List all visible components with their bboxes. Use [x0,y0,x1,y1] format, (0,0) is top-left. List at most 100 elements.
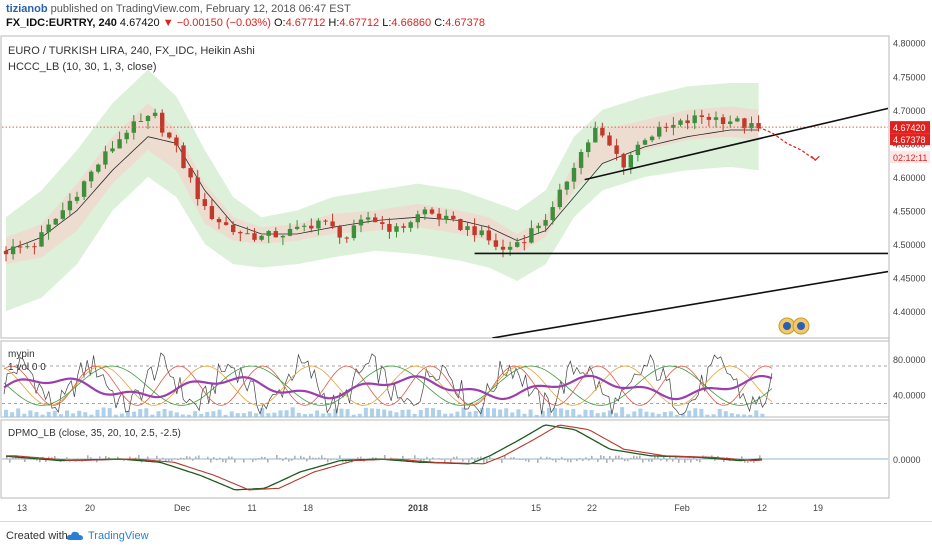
volume-bar [419,410,423,417]
dpmo-histogram-bar [162,458,164,459]
volume-bar [108,408,112,417]
volume-bar [736,414,740,417]
dpmo-histogram-bar [672,459,674,462]
volume-bar [529,410,533,417]
dpmo-histogram-bar [315,458,317,459]
volume-bar [346,409,350,417]
chart-header: tizianob published on TradingView.com, F… [0,0,932,32]
volume-bar [663,412,667,417]
cloud-icon [66,531,84,541]
dpmo-histogram-bar [87,455,89,459]
created-with-text: Created with [6,530,68,542]
volume-bar [645,412,649,417]
dpmo-histogram-bar [441,459,443,460]
dpmo-histogram-bar [429,459,431,461]
volume-bar [712,414,716,417]
dpmo-histogram-bar [138,455,140,459]
dpmo-histogram-bar [309,456,311,459]
price-badge: 02:12:11 [890,151,930,163]
volume-bar [10,412,14,417]
volume-bar [163,409,167,417]
volume-bar [571,409,575,417]
volume-bar [120,414,124,417]
low-value: 4.66860 [391,17,431,29]
dpmo-histogram-bar [552,459,554,460]
volume-bar [41,415,45,417]
dpmo-histogram-bar [690,459,692,463]
dpmo-histogram-bar [204,459,206,460]
price-tick: 4.45000 [893,274,926,284]
dpmo-histogram-bar [684,459,686,463]
volume-bar [327,413,331,417]
volume-bar [492,408,496,417]
volume-bar [449,414,453,417]
dpmo-histogram-bar [282,459,284,461]
dpmo-histogram-bar [630,458,632,459]
dpmo-histogram-bar [228,456,230,459]
last-price: 4.67420 [120,17,160,29]
volume-bar [47,412,51,417]
candle [458,219,462,231]
dpmo-histogram-bar [297,458,299,459]
price-tick: 4.50000 [893,240,926,250]
dpmo-histogram-bar [423,459,425,461]
volume-bar [693,408,697,417]
tradingview-link[interactable]: TradingView [88,530,149,542]
volume-bar [577,415,581,417]
dpmo-histogram-bar [234,459,236,463]
dpmo-histogram-bar [585,457,587,459]
dpmo-histogram-bar [321,455,323,459]
dpmo-histogram-bar [561,457,563,459]
volume-bar [486,408,490,417]
close-value: 4.67378 [445,17,485,29]
dpmo-histogram-bar [357,457,359,459]
volume-bar [516,409,520,417]
volume-bar [760,414,764,417]
dpmo-histogram-bar [603,456,605,459]
volume-bar [248,411,252,417]
dpmo-histogram-bar [219,458,221,459]
dpmo-histogram-bar [564,459,566,460]
dpmo-histogram-bar [147,457,149,459]
volume-bar [272,413,276,417]
open-value: 4.67712 [286,17,326,29]
volume-bar [187,415,191,417]
volume-bar [77,411,81,417]
dpmo-histogram-bar [477,457,479,459]
volume-bar [584,410,588,417]
volume-bar [425,408,429,417]
dpmo-histogram-bar [225,459,227,463]
dpmo-histogram-bar [513,457,515,459]
candle [54,218,58,225]
volume-bar [504,408,508,417]
dpmo-histogram-bar [567,459,569,462]
dpmo-histogram-bar [90,457,92,459]
dpmo-histogram-bar [318,457,320,459]
dpmo-histogram-bar [303,457,305,459]
dpmo-histogram-bar [591,456,593,459]
volume-bar [620,407,624,417]
dpmo-histogram-bar [609,456,611,459]
dpmo-histogram-bar [519,459,521,460]
chart-canvas[interactable]: 4.800004.750004.700004.650004.600004.550… [0,32,932,521]
volume-bar [596,413,600,417]
dpmo-histogram-bar [588,459,590,461]
volume-bar [218,410,222,417]
volume-bar [315,410,319,417]
volume-bar [510,412,514,417]
dpmo-histogram-bar [171,459,173,461]
volume-bar [83,412,87,417]
dpmo-histogram-bar [582,459,584,461]
author-link[interactable]: tizianob [6,3,48,15]
osc-tick: 40.0000 [893,391,926,401]
dpmo-histogram-bar [105,456,107,459]
volume-bar [675,415,679,417]
mypin-pane[interactable] [1,341,889,417]
volume-bar [224,415,228,417]
dpmo-histogram-bar [9,459,11,463]
dpmo-histogram-bar [216,459,218,460]
dpmo-histogram-bar [450,459,452,463]
price-pane-title: EURO / TURKISH LIRA, 240, FX_IDC, Heikin… [8,45,255,57]
volume-bar [71,413,75,417]
dpmo-tick: 0.0000 [893,455,921,465]
